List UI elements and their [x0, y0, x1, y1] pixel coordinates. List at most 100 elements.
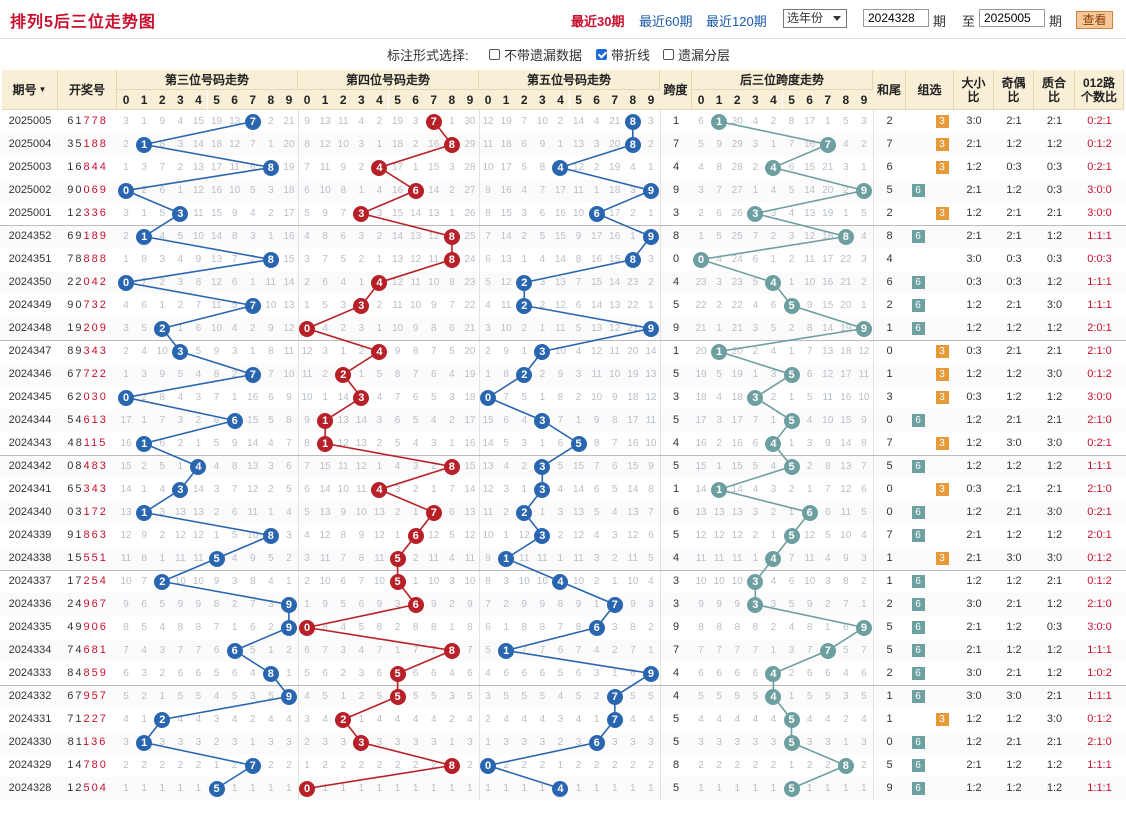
- missing-count: 9: [575, 599, 582, 610]
- missing-count: 1: [412, 507, 419, 518]
- missing-count: 14: [554, 254, 566, 265]
- odd-even-cell: 1:2: [1006, 759, 1022, 771]
- period-120-link[interactable]: 最近120期: [706, 14, 767, 29]
- missing-count: 5: [141, 622, 147, 633]
- missing-count: 2: [485, 714, 491, 725]
- missing-count: 3: [611, 530, 618, 541]
- mod012-cell: 1:1:1: [1087, 644, 1112, 656]
- missing-count: 1: [806, 484, 813, 495]
- missing-count: 3: [394, 737, 401, 748]
- missing-count: 3: [734, 737, 741, 748]
- missing-count: 2: [412, 484, 419, 495]
- table-row: 2025004 35188 2 8 3 14 18 12 7 1 20 8 12 10 3 1 18 2 16 29 1…: [0, 133, 1126, 156]
- missing-count: 11: [120, 553, 132, 564]
- missing-count: 1: [788, 760, 795, 771]
- mod012-cell: 1:1:1: [1087, 230, 1112, 242]
- option-lines[interactable]: 带折线: [596, 45, 650, 64]
- checkbox-layered[interactable]: [663, 49, 674, 60]
- draw-number-cell: 03172: [67, 506, 108, 518]
- span-cell: 0: [672, 253, 680, 265]
- missing-count: 6: [806, 369, 813, 380]
- ball-pos4-5: 5: [389, 550, 406, 567]
- missing-count: 2: [770, 392, 777, 403]
- missing-count: 4: [376, 714, 383, 725]
- odd-even-cell: 0:3: [1006, 161, 1022, 173]
- missing-count: 3: [177, 415, 184, 426]
- header-issue[interactable]: 期号 ▼: [2, 70, 58, 110]
- missing-count: 2: [806, 760, 813, 771]
- span-cell: 4: [672, 552, 680, 564]
- missing-count: 1: [449, 622, 455, 633]
- odd-even-cell: 1:2: [1006, 322, 1022, 334]
- missing-count: 8: [159, 139, 166, 150]
- missing-count: 7: [861, 645, 867, 656]
- missing-count: 5: [843, 116, 849, 127]
- group3-badge: 3: [935, 483, 949, 496]
- checkbox-no-missing[interactable]: [489, 49, 500, 60]
- checkbox-lines[interactable]: [596, 49, 607, 60]
- missing-count: 15: [192, 116, 204, 127]
- missing-count: 2: [539, 760, 546, 771]
- from-issue-input[interactable]: [863, 9, 929, 27]
- group6-cell: 6: [906, 662, 930, 685]
- missing-count: 9: [630, 599, 636, 610]
- ball-span-5: 5: [783, 458, 800, 475]
- missing-count: 3: [698, 737, 704, 748]
- odd-even-cell: 1:2: [1006, 391, 1022, 403]
- missing-count: 1: [412, 783, 419, 794]
- missing-count: 2: [503, 507, 509, 518]
- missing-count: 9: [593, 415, 600, 426]
- odd-even-cell: 2:1: [1006, 598, 1022, 610]
- period-60-link[interactable]: 最近60期: [639, 14, 693, 29]
- missing-count: 9: [195, 254, 202, 265]
- missing-count: 2: [376, 760, 383, 771]
- missing-count: 6: [322, 277, 328, 288]
- issue-cell: 2024349: [8, 299, 52, 311]
- missing-count: 4: [716, 714, 722, 725]
- year-select[interactable]: 选年份: [783, 9, 847, 28]
- group6-cell: 6: [906, 409, 930, 432]
- missing-count: 10: [536, 576, 548, 587]
- missing-count: 21: [731, 323, 743, 334]
- missing-count: 10: [695, 576, 707, 587]
- missing-count: 1: [141, 116, 147, 127]
- missing-count: 2: [593, 691, 600, 702]
- ball-pos5-4: 4: [552, 159, 569, 176]
- period-30-link[interactable]: 最近30期: [571, 14, 625, 29]
- sum-tail-cell: 1: [886, 368, 893, 380]
- span-cell: 4: [672, 667, 680, 679]
- group6-cell: 6: [906, 570, 930, 593]
- missing-count: 1: [575, 415, 582, 426]
- group6-badge: 6: [911, 276, 925, 289]
- ball-span-5: 5: [783, 366, 800, 383]
- missing-count: 20: [840, 300, 852, 311]
- ball-span-4: 4: [765, 665, 782, 682]
- missing-count: 2: [788, 668, 795, 679]
- ball-pos5-9: 9: [642, 320, 659, 337]
- view-button[interactable]: 查看: [1076, 11, 1113, 29]
- missing-count: 11: [840, 507, 852, 518]
- missing-count: 3: [286, 737, 292, 748]
- missing-count: 11: [500, 300, 512, 311]
- prime-composite-cell: 1:2: [1046, 138, 1063, 150]
- missing-count: 11: [265, 277, 277, 288]
- group-divider: [0, 685, 1126, 686]
- missing-count: 3: [824, 737, 831, 748]
- year-select-value: 选年份: [787, 11, 824, 25]
- draw-number-cell: 19209: [67, 322, 108, 334]
- missing-count: 8: [575, 622, 582, 633]
- draw-number-cell: 08483: [67, 460, 108, 472]
- option-no-missing[interactable]: 不带遗漏数据: [489, 45, 582, 64]
- draw-number-cell: 14780: [67, 759, 108, 771]
- option-layered[interactable]: 遗漏分层: [663, 45, 730, 64]
- span-cell: 4: [672, 276, 680, 288]
- group3-cell: [930, 639, 954, 662]
- to-issue-input[interactable]: [979, 9, 1045, 27]
- missing-count: 8: [539, 162, 546, 173]
- missing-count: 11: [555, 323, 566, 334]
- missing-count: 6: [503, 668, 509, 679]
- group6-badge: 6: [911, 506, 925, 519]
- ball-pos5-3: 3: [534, 527, 551, 544]
- missing-count: 7: [716, 645, 722, 656]
- sum-tail-cell: 8: [886, 230, 893, 242]
